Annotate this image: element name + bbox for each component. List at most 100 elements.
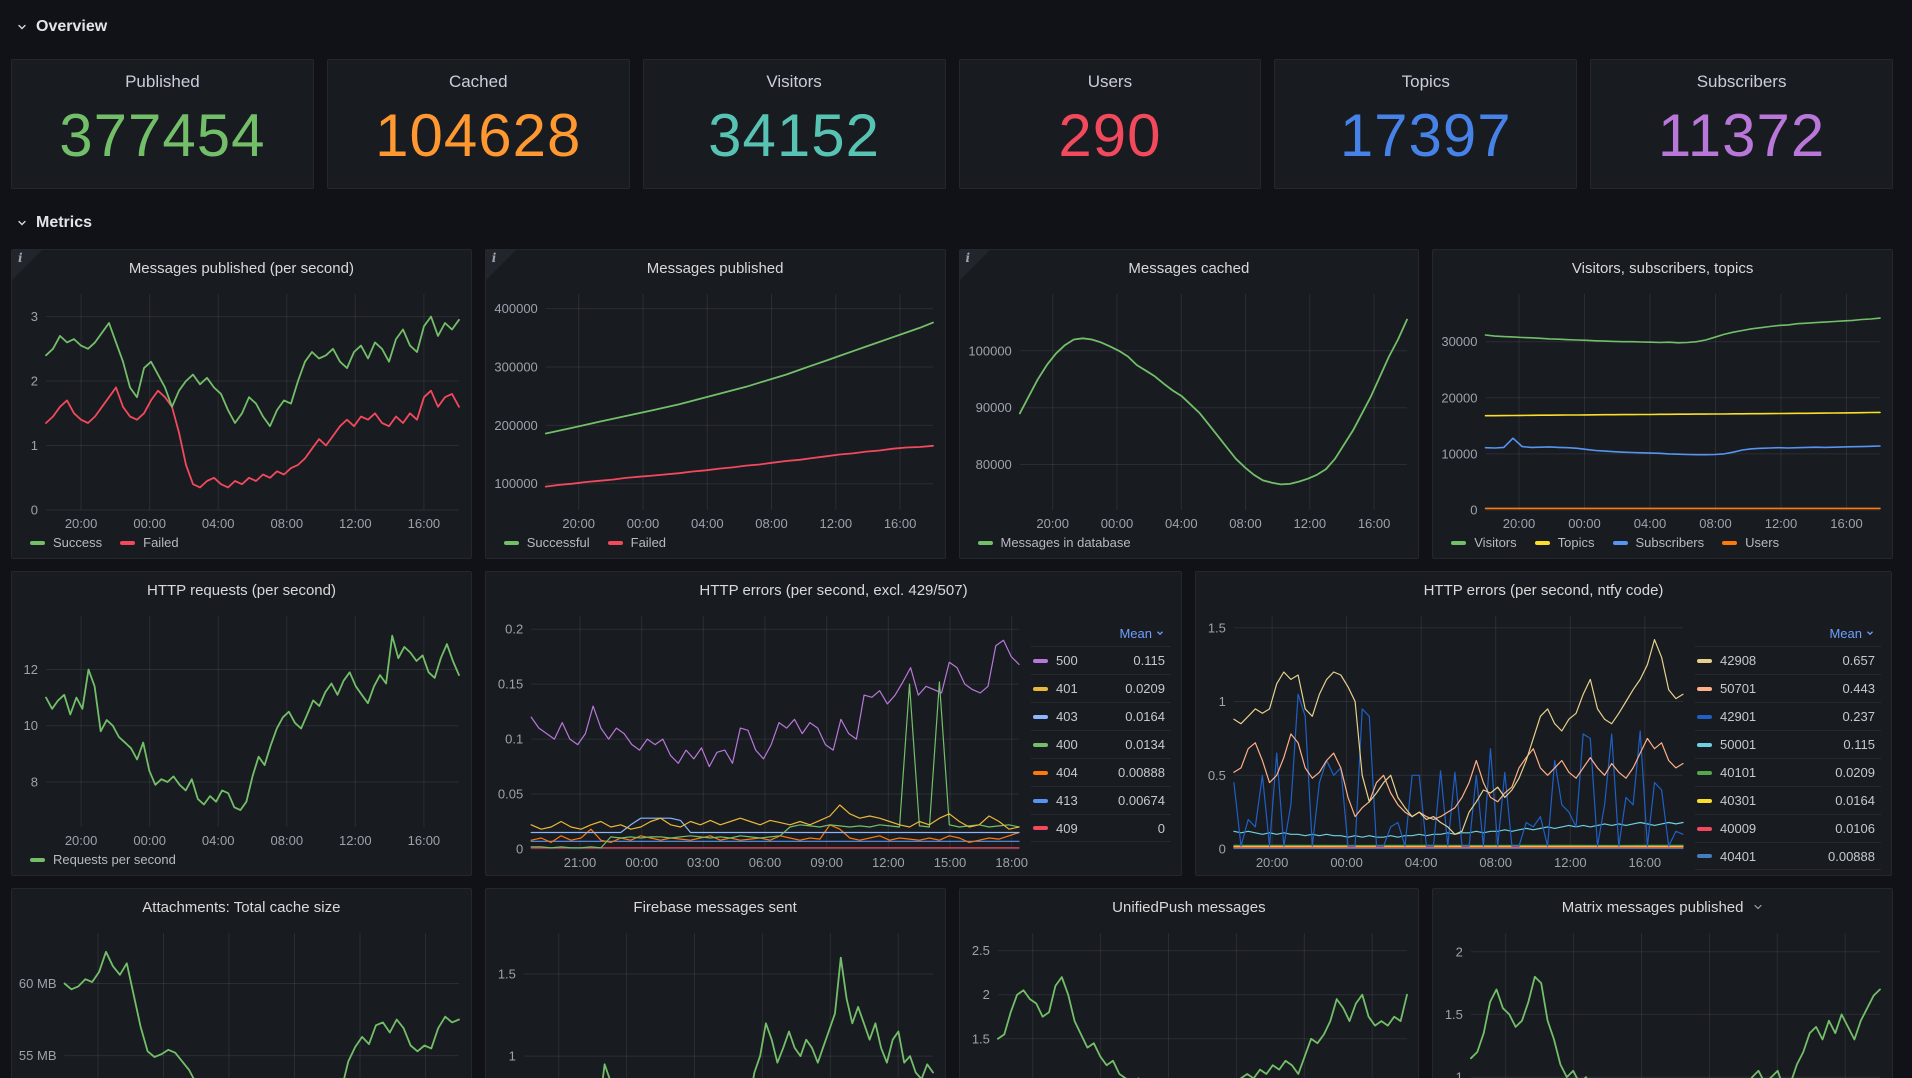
panel-messages-published: i Messages published 100000 200000 300000 4… xyxy=(484,249,946,559)
svg-text:100000: 100000 xyxy=(968,343,1011,358)
panel-title[interactable]: HTTP errors (per second, excl. 429/507) xyxy=(699,581,968,599)
legend-item[interactable]: 400 0.0134 xyxy=(1031,730,1171,758)
panel-title[interactable]: Attachments: Total cache size xyxy=(142,898,341,916)
legend-item[interactable]: 40401 0.00888 xyxy=(1695,842,1881,870)
legend-item[interactable]: 42908 0.657 xyxy=(1695,646,1881,674)
series-label: 42908 xyxy=(1720,653,1757,668)
series-swatch xyxy=(607,540,623,545)
svg-text:08:00: 08:00 xyxy=(1229,516,1262,531)
legend-item[interactable]: 500 0.115 xyxy=(1031,646,1171,674)
legend-item[interactable]: Subscribers xyxy=(1612,535,1704,550)
series-mean-value: 0.237 xyxy=(1842,709,1875,724)
panel-http-errors-excl: HTTP errors (per second, excl. 429/507) … xyxy=(485,571,1182,876)
svg-text:04:00: 04:00 xyxy=(1165,516,1198,531)
info-icon[interactable]: i xyxy=(485,250,516,280)
panel-http-errors-ntfy-code: HTTP errors (per second, ntfy code) 0 0.5… xyxy=(1195,571,1892,876)
svg-text:12:00: 12:00 xyxy=(339,833,372,848)
chart-area: 80000 90000 100000 20:00 00:00 04:00 08:00 12:0… xyxy=(960,286,1419,558)
panel-title[interactable]: Messages published xyxy=(646,259,784,277)
legend-item[interactable]: Failed xyxy=(120,535,179,550)
chart-canvas: 0 0.05 0.1 0.15 0.2 21:00 00:00 03:00 06:00 09:00… xyxy=(486,608,1031,875)
legend-item[interactable]: 409 0 xyxy=(1031,814,1171,842)
legend-item[interactable]: Users xyxy=(1722,535,1779,550)
svg-text:1.5: 1.5 xyxy=(971,1031,989,1046)
legend-item[interactable]: 50001 0.115 xyxy=(1695,730,1881,758)
svg-text:0.5: 0.5 xyxy=(1208,768,1226,783)
legend-item[interactable]: Visitors xyxy=(1451,535,1517,550)
series-mean-value: 0.0134 xyxy=(1125,737,1165,752)
series-mean-value: 0.00888 xyxy=(1828,848,1875,864)
legend-item[interactable]: 404 0.00888 xyxy=(1031,758,1171,786)
svg-text:3: 3 xyxy=(31,309,38,324)
panel-title[interactable]: Matrix messages published xyxy=(1433,889,1892,925)
svg-text:12:00: 12:00 xyxy=(1293,516,1326,531)
series-swatch xyxy=(120,540,136,545)
svg-text:16:00: 16:00 xyxy=(1629,855,1662,870)
svg-text:16:00: 16:00 xyxy=(408,833,441,848)
legend-item[interactable]: Requests per second xyxy=(30,852,176,867)
info-icon[interactable]: i xyxy=(12,250,42,280)
legend-item[interactable]: 40301 0.0164 xyxy=(1695,786,1881,814)
legend-item[interactable]: Successful xyxy=(503,535,590,550)
svg-text:03:00: 03:00 xyxy=(687,855,720,870)
panel-firebase-messages: Firebase messages sent 0.511.520:0000:00… xyxy=(484,888,946,1078)
svg-text:04:00: 04:00 xyxy=(691,516,724,531)
legend-item[interactable]: 413 0.00674 xyxy=(1031,786,1171,814)
svg-text:0.05: 0.05 xyxy=(498,787,523,802)
legend-item[interactable]: Success xyxy=(30,535,102,550)
svg-text:16:00: 16:00 xyxy=(408,516,441,531)
legend-item[interactable]: 40101 0.0209 xyxy=(1695,758,1881,786)
legend-item[interactable]: 40009 0.0106 xyxy=(1695,814,1881,842)
legend-item[interactable]: Topics xyxy=(1534,535,1595,550)
section-header-metrics[interactable]: Metrics xyxy=(16,210,1893,236)
metrics-row-3: Attachments: Total cache size 50 MB55 MB… xyxy=(11,888,1893,1078)
chart-canvas: 0 0.5 1 1.5 20:00 00:00 04:00 08:00 12:00 16:00 xyxy=(1196,608,1695,875)
legend-item[interactable]: 403 0.0164 xyxy=(1031,702,1171,730)
info-icon[interactable]: i xyxy=(959,250,990,280)
panel-title[interactable]: Messages cached xyxy=(1128,259,1250,277)
chart-canvas: 100000 200000 300000 400000 20:00 00:00 04:00 0… xyxy=(486,286,945,558)
stat-value: 11372 xyxy=(1657,102,1826,169)
panel-title[interactable]: Messages published (per second) xyxy=(128,259,354,277)
series-swatch xyxy=(1033,826,1048,830)
metrics-row-2: HTTP requests (per second) 8 10 12 20:00 00:… xyxy=(11,571,1893,876)
panel-title[interactable]: UnifiedPush messages xyxy=(1112,898,1266,916)
legend-item[interactable]: Failed xyxy=(607,535,667,550)
metrics-row-1: i Messages published (per second) 0 1 2 3 20… xyxy=(11,249,1893,559)
series-label: 40301 xyxy=(1720,793,1757,808)
panel-title[interactable]: HTTP errors (per second, ntfy code) xyxy=(1423,581,1664,599)
series-label: Failed xyxy=(630,535,667,550)
svg-text:0.1: 0.1 xyxy=(505,732,523,747)
svg-text:10000: 10000 xyxy=(1442,446,1478,461)
svg-text:1: 1 xyxy=(31,438,38,453)
series-label: 50001 xyxy=(1720,737,1757,752)
legend-table: Mean 42908 0.657 50701 0.443 42901 0.237 50001… xyxy=(1695,608,1891,875)
panel-menu-chevron-icon[interactable] xyxy=(1752,901,1764,913)
legend-item[interactable]: Messages in database xyxy=(977,535,1131,550)
panel-title[interactable]: Firebase messages sent xyxy=(633,898,797,916)
svg-text:08:00: 08:00 xyxy=(1699,516,1732,531)
legend-item[interactable]: 50701 0.443 xyxy=(1695,674,1881,702)
svg-text:20:00: 20:00 xyxy=(65,833,98,848)
series-label: 400 xyxy=(1056,737,1078,752)
panel-title[interactable]: HTTP requests (per second) xyxy=(147,581,336,599)
legend-sort-mean[interactable]: Mean xyxy=(1829,626,1875,641)
svg-text:04:00: 04:00 xyxy=(1634,516,1667,531)
series-label: 40009 xyxy=(1720,821,1757,836)
legend-item[interactable]: 42901 0.237 xyxy=(1695,702,1881,730)
chevron-down-icon xyxy=(18,24,26,30)
stat-panel-topics: Topics 17397 xyxy=(1274,59,1578,189)
legend-sort-mean[interactable]: Mean xyxy=(1119,626,1165,641)
series-swatch xyxy=(1697,742,1712,747)
svg-text:16:00: 16:00 xyxy=(1357,516,1390,531)
legend-item[interactable]: 401 0.0209 xyxy=(1031,674,1171,702)
panel-title[interactable]: Visitors, subscribers, topics xyxy=(1571,259,1754,277)
series-swatch xyxy=(503,540,519,545)
panel-matrix-messages: Matrix messages published 0.511.5220:000… xyxy=(1432,888,1893,1078)
series-label: Requests per second xyxy=(53,852,176,867)
section-header-overview[interactable]: Overview xyxy=(16,14,1893,40)
svg-text:0: 0 xyxy=(31,503,38,518)
stat-value: 290 xyxy=(1058,102,1162,169)
